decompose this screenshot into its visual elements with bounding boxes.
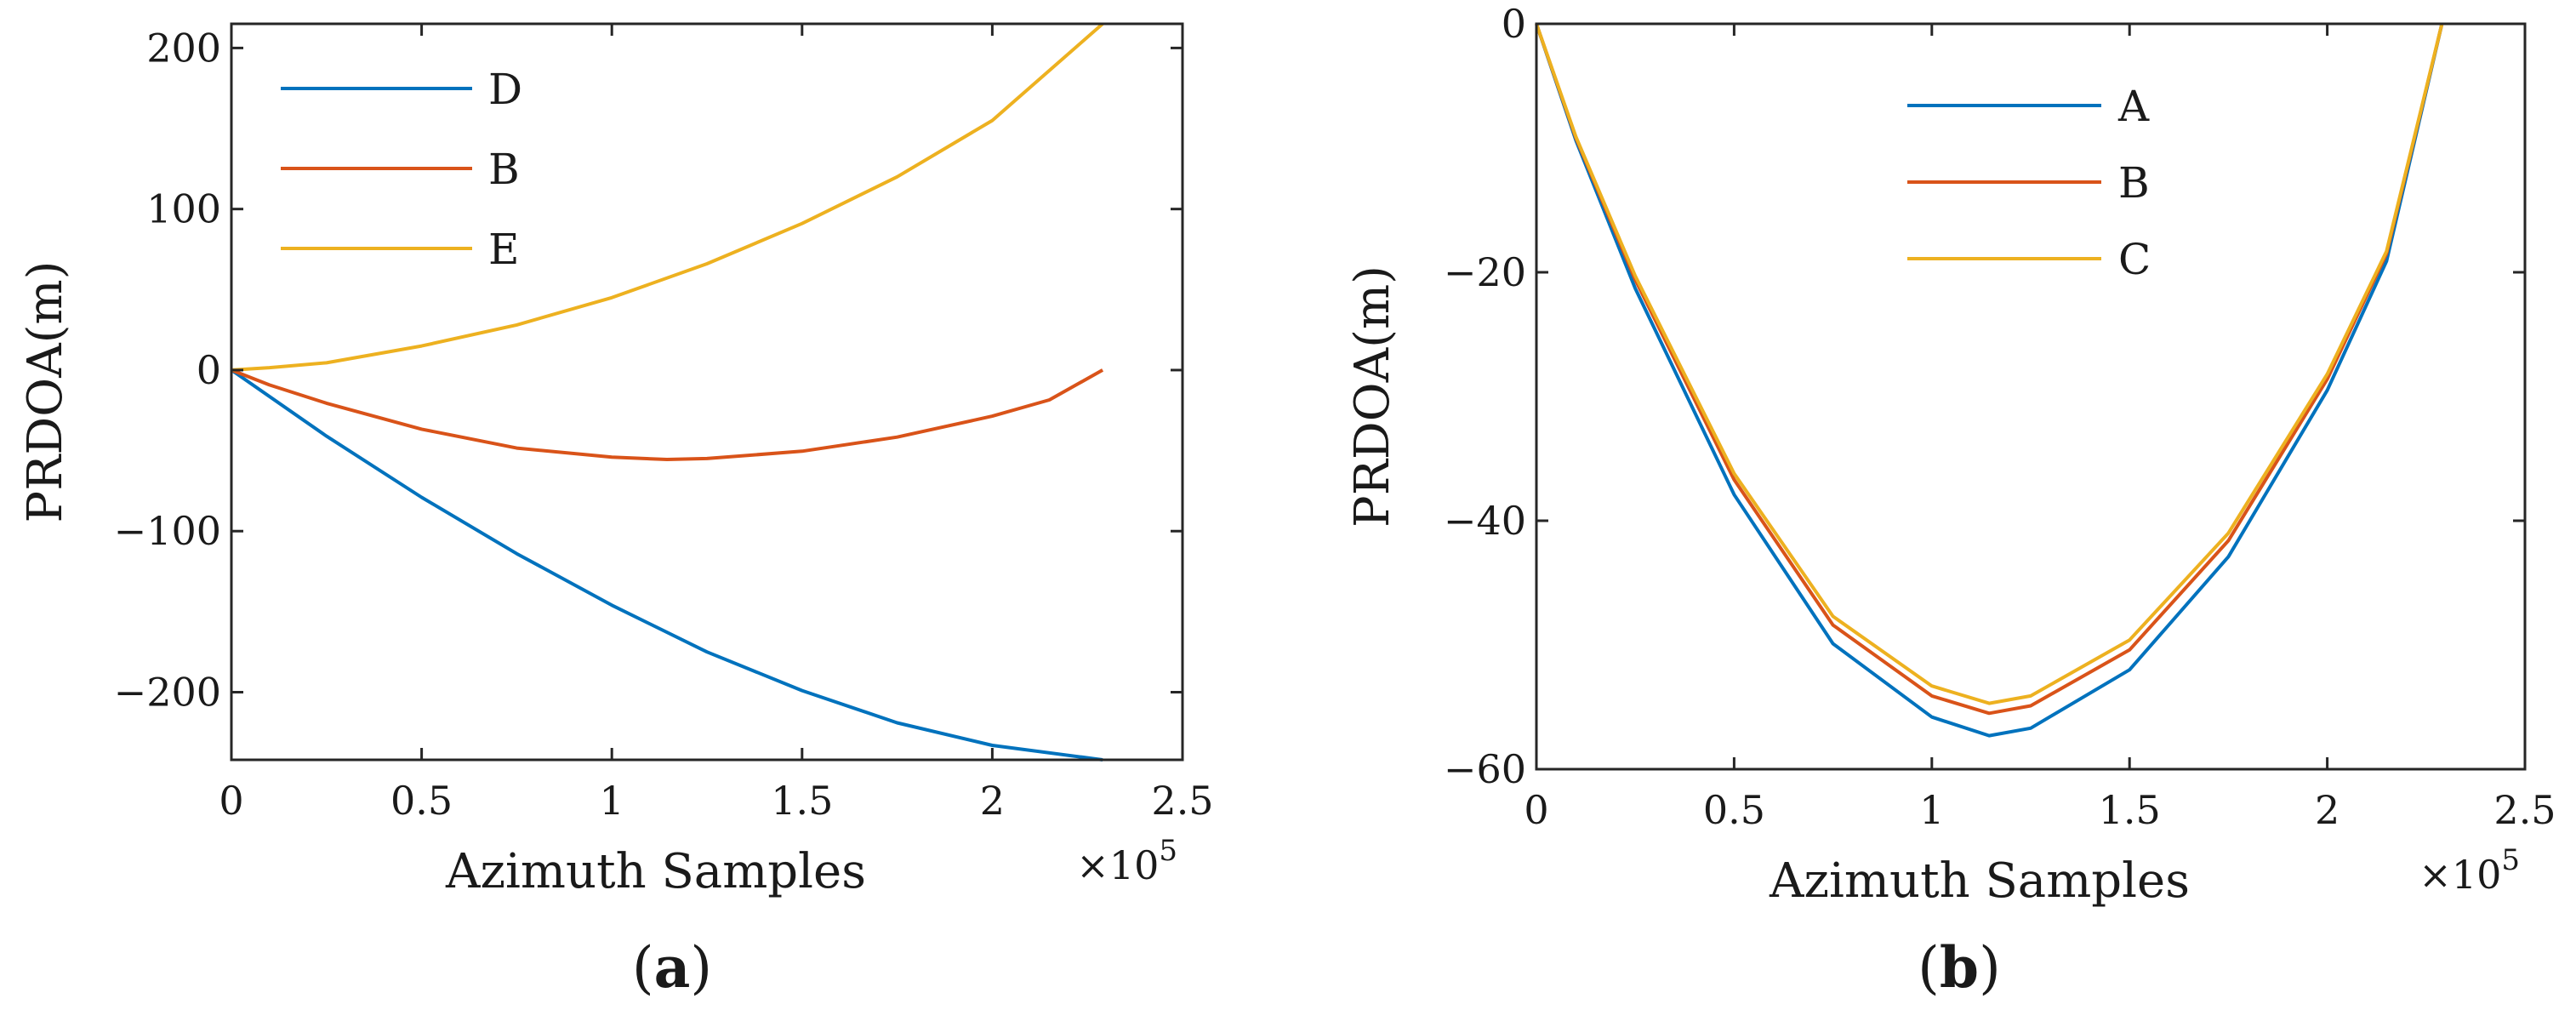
legend-label-b: B xyxy=(2118,158,2150,208)
series-line-b xyxy=(231,368,1104,461)
series-line-a xyxy=(1535,23,2444,738)
x-axis-multiplier-base: ×10 xyxy=(2419,852,2501,898)
plot-frame xyxy=(1535,22,2527,771)
panel-caption-paren: ) xyxy=(690,935,712,1001)
x-tick-label: 2.5 xyxy=(2493,787,2556,833)
panel-b-chart: 0 0.5 1 1.5 2 2.5 −60 −40 −20 0 Azimuth Samples PRD… xyxy=(1345,1,2556,1001)
x-tick-label: 0 xyxy=(219,778,243,824)
panel-caption-letter: a xyxy=(654,934,691,1001)
x-tick-label: 0.5 xyxy=(390,778,453,824)
series-line-d xyxy=(230,368,1103,762)
x-axis-multiplier-exponent: 5 xyxy=(1159,834,1177,868)
y-tick-label: −100 xyxy=(114,508,221,554)
x-axis-label: Azimuth Samples xyxy=(445,844,866,899)
x-tick-label: 1.5 xyxy=(771,778,833,824)
series-line-e xyxy=(231,22,1104,372)
x-axis-multiplier: ×105 xyxy=(1076,834,1177,888)
legend-label-a: A xyxy=(2117,82,2150,131)
x-tick-label: 1.5 xyxy=(2099,787,2161,833)
x-axis-label: Azimuth Samples xyxy=(1769,853,2190,909)
x-tick-label: 1 xyxy=(600,778,624,824)
y-tick-label: −200 xyxy=(114,670,221,716)
y-axis-label: PRDOA(m) xyxy=(1345,265,1400,528)
plot-frame xyxy=(230,22,1184,762)
panel-caption-paren: ( xyxy=(632,935,654,1001)
legend-label-c: C xyxy=(2118,235,2151,284)
y-axis-label: PRDOA(m) xyxy=(18,261,73,523)
panel-caption: (a) xyxy=(632,934,712,1001)
x-axis-multiplier: ×105 xyxy=(2419,843,2520,898)
x-tick-label: 2 xyxy=(980,778,1005,824)
x-axis-multiplier-base: ×10 xyxy=(1076,842,1159,888)
y-tick-label: −40 xyxy=(1444,498,1526,544)
panel-caption: (b) xyxy=(1918,934,2001,1001)
x-tick-label: 1 xyxy=(1919,787,1944,833)
panel-caption-letter: b xyxy=(1940,934,1979,1001)
y-tick-label: 0 xyxy=(197,347,221,393)
x-tick-label: 0 xyxy=(1524,787,1548,833)
legend-label-b: B xyxy=(488,145,520,194)
y-tick-label: 200 xyxy=(146,25,221,71)
y-tick-label: −60 xyxy=(1444,746,1526,792)
y-tick-label: −20 xyxy=(1444,249,1526,295)
legend-label-e: E xyxy=(488,225,520,274)
y-tick-label: 0 xyxy=(1502,1,1526,47)
x-tick-label: 2.5 xyxy=(1151,778,1213,824)
panel-caption-paren: ( xyxy=(1918,935,1940,1001)
panel-caption-paren: ) xyxy=(1979,935,2001,1001)
panel-a-chart: 0 0.5 1 1.5 2 2.5 −200 −100 0 100 200 Azimuth Sampl… xyxy=(18,22,1214,1001)
x-axis-multiplier-exponent: 5 xyxy=(2501,843,2520,877)
y-tick-label: 100 xyxy=(146,186,221,232)
x-tick-label: 2 xyxy=(2315,787,2339,833)
series-line-c xyxy=(1535,23,2444,705)
legend-label-d: D xyxy=(488,65,522,114)
x-tick-label: 0.5 xyxy=(1703,787,1765,833)
